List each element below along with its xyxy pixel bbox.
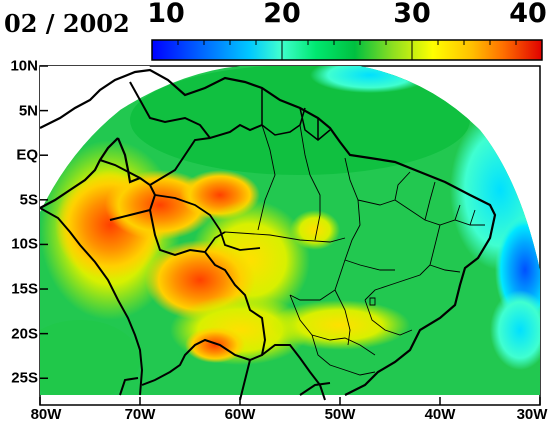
colorbar-label-40: 40 (509, 0, 547, 29)
date-label: 02 / 2002 (4, 9, 130, 38)
lat-label-10n: 10N (10, 57, 38, 75)
colorbar (151, 39, 543, 61)
field-cyan-se (490, 290, 540, 370)
border-colombia (99, 137, 211, 221)
coastline (39, 68, 497, 396)
border-peru (39, 207, 144, 396)
lat-label-25s: 25S (11, 369, 38, 387)
border-brazil-west (154, 194, 261, 253)
border-bolivia (141, 209, 267, 386)
lon-label-30w: 30W (516, 406, 548, 423)
field-hot-south (185, 327, 245, 363)
lat-label-20s: 20S (11, 325, 38, 343)
lat-label-10s: 10S (11, 235, 38, 253)
colorbar-label-20: 20 (263, 0, 301, 29)
uncovered-land-nw (40, 66, 150, 212)
field-yellow-mid (290, 210, 340, 250)
lat-label-15s: 15S (11, 280, 38, 298)
field-green-sw (40, 320, 140, 400)
lon-label-70w: 70W (124, 406, 156, 423)
lon-label-40w: 40W (424, 406, 456, 423)
field-green-north (130, 66, 470, 175)
lat-label-5s: 5S (19, 191, 38, 209)
border-venezuela (129, 81, 263, 140)
lon-label-80w: 80W (30, 406, 62, 423)
colorbar-label-30: 30 (393, 0, 431, 29)
lat-label-5n: 5N (18, 102, 38, 120)
field-yellow-se (270, 300, 410, 350)
state-borders (224, 124, 485, 376)
borders (39, 68, 497, 401)
lat-tick-marks (40, 65, 48, 379)
lat-label-eq: EQ (16, 146, 38, 164)
border-guianas (261, 88, 331, 141)
lon-tick-marks (39, 397, 541, 405)
lon-label-60w: 60W (224, 406, 256, 423)
colorbar-ticks (151, 40, 543, 60)
colorbar-label-10: 10 (147, 0, 185, 29)
lon-label-50w: 50W (324, 406, 356, 423)
border-south (119, 377, 331, 396)
field-cyan-north (310, 66, 430, 93)
data-field (40, 66, 540, 405)
